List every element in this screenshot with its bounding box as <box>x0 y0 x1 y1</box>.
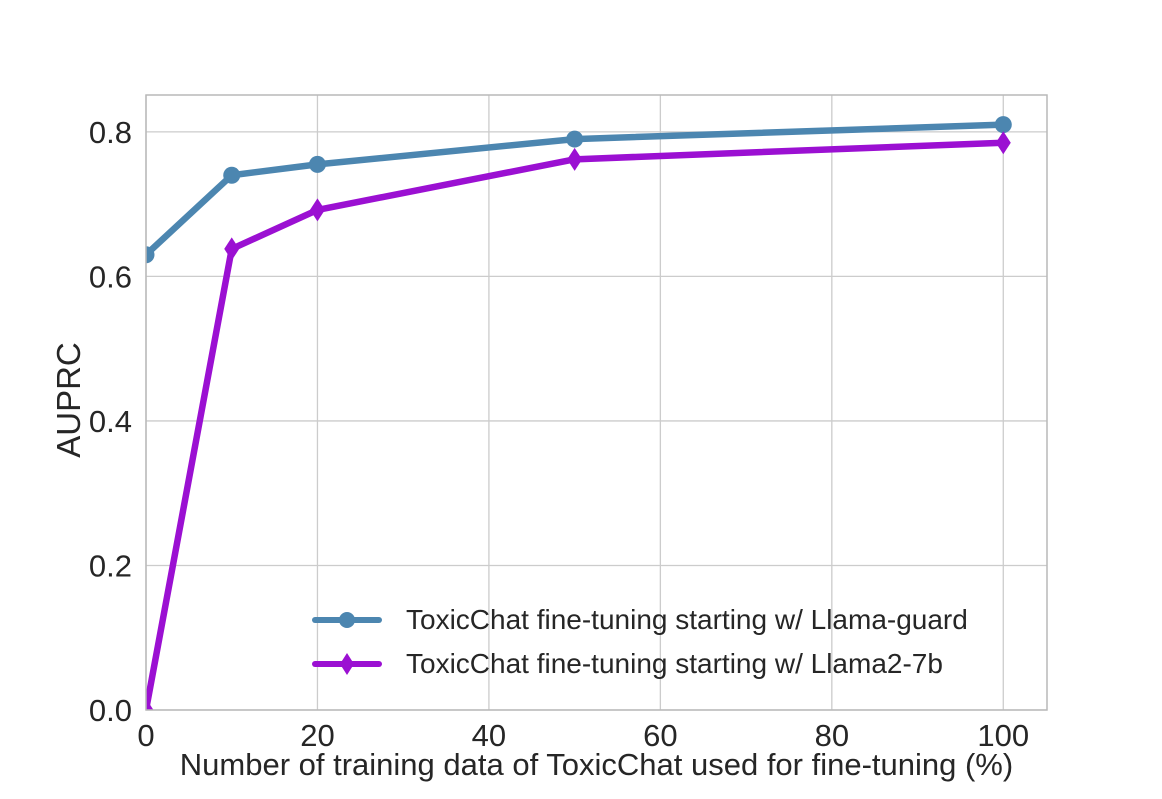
x-tick-label: 100 <box>977 718 1029 753</box>
legend-label-llama2-7b: ToxicChat fine-tuning starting w/ Llama2… <box>406 648 943 680</box>
data-point-diamond <box>146 698 154 710</box>
y-tick-label: 0.8 <box>89 115 132 150</box>
y-tick-label: 0.4 <box>89 404 132 439</box>
y-axis-label: AUPRC <box>50 342 87 458</box>
legend-marker-circle-icon <box>339 612 355 629</box>
data-point-circle <box>223 166 241 184</box>
x-tick-label: 20 <box>300 718 334 753</box>
series-layer <box>146 116 1012 710</box>
x-tick-label: 0 <box>137 718 154 753</box>
plot-border <box>145 94 1048 711</box>
y-tick-label: 0.6 <box>89 259 132 294</box>
legend: ToxicChat fine-tuning starting w/ Llama-… <box>312 604 968 680</box>
legend-label-llama-guard: ToxicChat fine-tuning starting w/ Llama-… <box>406 604 968 635</box>
legend-entry-llama-guard: ToxicChat fine-tuning starting w/ Llama-… <box>312 604 968 636</box>
data-point-circle <box>566 130 584 148</box>
x-tick-label: 60 <box>643 718 677 753</box>
tick-layer: 0 20 40 60 80 100 0.0 0.2 0.4 0.6 0.8 <box>89 115 1029 753</box>
legend-marker-diamond-icon <box>340 653 354 676</box>
x-tick-label: 40 <box>472 718 506 753</box>
data-point-diamond <box>309 198 325 222</box>
data-point-circle <box>994 116 1012 134</box>
legend-entry-llama2-7b: ToxicChat fine-tuning starting w/ Llama2… <box>312 648 968 680</box>
legend-line-sample-diamond <box>312 653 382 676</box>
frame-layer <box>145 94 1048 711</box>
data-point-circle <box>146 246 155 264</box>
y-tick-label: 0.0 <box>89 693 132 728</box>
data-point-diamond <box>995 131 1011 155</box>
legend-line-sample-circle <box>312 612 382 629</box>
data-point-circle <box>308 155 326 173</box>
x-tick-label: 80 <box>815 718 849 753</box>
x-axis-label: Number of training data of ToxicChat use… <box>179 747 1014 782</box>
data-point-diamond <box>567 147 583 171</box>
data-point-diamond <box>224 237 240 261</box>
y-tick-label: 0.2 <box>89 548 132 583</box>
